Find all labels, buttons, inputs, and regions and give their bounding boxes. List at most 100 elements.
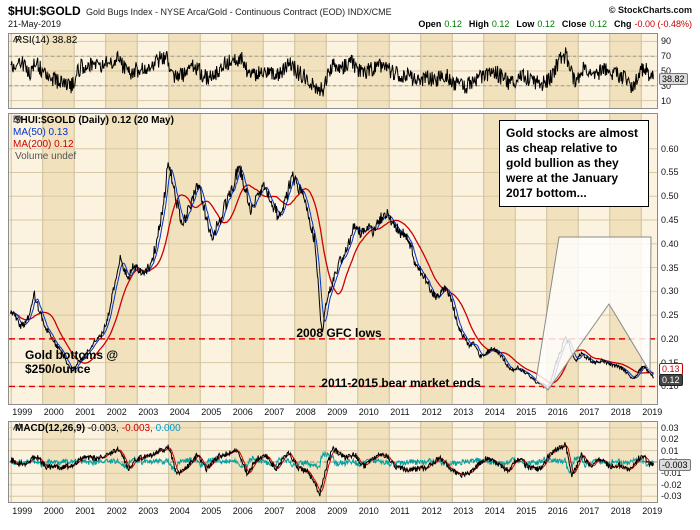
macd-legend-name: MACD(12,26,9) (15, 423, 86, 434)
x-axis-year-label: 2000 (43, 506, 64, 516)
x-axis-year-label: 2000 (43, 407, 64, 417)
x-axis-year-label: 2006 (232, 407, 253, 417)
x-axis-year-label: 2009 (327, 407, 348, 417)
x-axis-year-label: 2001 (75, 506, 96, 516)
quote-value: 0.12 (444, 19, 462, 29)
x-axis-year-label: 2010 (358, 506, 379, 516)
macd-value-line: -0.003, (87, 423, 119, 434)
quote-label: Close (561, 19, 587, 29)
x-axis-year-label: 2015 (516, 506, 537, 516)
x-axis-year-label: 2018 (610, 407, 631, 417)
quote-label: High (468, 19, 489, 29)
y-axis-label: 0.30 (661, 286, 679, 297)
x-axis-year-label: 2002 (106, 407, 127, 417)
x-axis-year-label: 2010 (358, 407, 379, 417)
x-axis-year-label: 2014 (484, 407, 505, 417)
y-axis-label: -0.02 (661, 479, 682, 490)
y-axis-label: 0.60 (661, 143, 679, 154)
x-axis-year-label: 2007 (264, 407, 285, 417)
macd-value-histogram: 0.000 (155, 423, 181, 434)
macd-panel: MACD(12,26,9) -0.003, -0.003, 0.000 (8, 421, 658, 503)
x-axis-years-macd: 1999 2000 2001 2002 2003 2004 2005 2006 2007 2008… (0, 506, 700, 518)
x-axis-year-label: 2012 (421, 407, 442, 417)
x-axis-year-label: 2005 (201, 506, 222, 516)
x-axis-year-label: 1999 (12, 506, 33, 516)
x-axis-year-label: 2004 (169, 506, 190, 516)
legend-volume: Volume undef (15, 151, 77, 162)
x-axis-year-label: 2005 (201, 407, 222, 417)
y-axis-label: -0.01 (661, 468, 682, 479)
quote-label: Open (418, 19, 442, 29)
y-axis-label: 0.25 (661, 310, 679, 321)
macd-value-signal: -0.003, (121, 423, 153, 434)
rsi-legend: RSI(14) 38.82 (13, 35, 77, 47)
quote-row: Open 0.12 High 0.12 Low 0.12 Close 0.12 Chg -0.00… (411, 19, 692, 29)
y-axis-label: 10 (661, 95, 672, 106)
x-axis-year-label: 2013 (453, 506, 474, 516)
y-axis-label: 0.45 (661, 215, 679, 226)
macd-legend: MACD(12,26,9) -0.003, -0.003, 0.000 (13, 423, 181, 435)
stockcharts-copyright: © StockCharts.com (608, 5, 692, 15)
x-axis-year-label: 2006 (232, 506, 253, 516)
x-axis-year-label: 2019 (642, 506, 663, 516)
last-value-tag: 0.12 (659, 373, 683, 386)
quote-value: -0.00 (-0.48%) (634, 19, 692, 29)
y-axis-label: 0.50 (661, 191, 679, 202)
y-axis-label: 0.02 (661, 434, 679, 445)
quote-value: 0.12 (589, 19, 607, 29)
y-axis-label: 0.15 (661, 358, 679, 368)
last-value-tag: -0.003 (659, 459, 691, 472)
chart-date: 21-May-2019 (8, 19, 62, 29)
quote-value: 0.12 (537, 19, 555, 29)
quote-value: 0.12 (491, 19, 510, 29)
x-axis-year-label: 2016 (547, 407, 568, 417)
x-axis-year-label: 2008 (295, 407, 316, 417)
quote-label: Low (516, 19, 535, 29)
x-axis-year-label: 2003 (138, 506, 159, 516)
rsi-panel: RSI(14) 38.82 (8, 33, 658, 109)
x-axis-years-main: 1999 2000 2001 2002 2003 2004 2005 2006 2007 2008… (0, 407, 700, 419)
annotation-bear-market-ends: 2011-2015 bear market ends (321, 376, 481, 390)
rsi-plot (9, 34, 657, 108)
symbol-description: Gold Bugs Index - NYSE Arca/Gold - Conti… (86, 7, 392, 17)
x-axis-year-label: 2008 (295, 506, 316, 516)
x-axis-year-label: 2012 (421, 506, 442, 516)
x-axis-year-label: 2018 (610, 506, 631, 516)
x-axis-year-label: 2017 (579, 506, 600, 516)
x-axis-year-label: 2004 (169, 407, 190, 417)
symbol-title: $HUI:$GOLD (8, 4, 81, 18)
last-value-tag: 38.82 (659, 73, 688, 86)
y-axis-label: 0.10 (661, 381, 679, 392)
x-axis-year-label: 1999 (12, 407, 33, 417)
x-axis-year-label: 2009 (327, 506, 348, 516)
price-legend: $HUI:$GOLD (Daily) 0.12 (20 May) MA(50) … (13, 115, 174, 163)
y-axis-label: 0.35 (661, 262, 679, 273)
x-axis-year-label: 2007 (264, 506, 285, 516)
legend-ma200: MA(200) 0.12 (13, 139, 74, 150)
y-axis-label: 0.01 (661, 445, 679, 456)
price-legend-symbol: $HUI:$GOLD (Daily) 0.12 (20 May) (15, 115, 174, 126)
y-axis-label: 30 (661, 80, 672, 91)
macd-plot (9, 422, 657, 502)
y-axis-label: 0.40 (661, 238, 679, 249)
rsi-legend-text: RSI(14) 38.82 (15, 35, 78, 46)
legend-ma50: MA(50) 0.13 (13, 127, 69, 138)
y-axis-label: 70 (661, 51, 672, 62)
x-axis-year-label: 2014 (484, 506, 505, 516)
x-axis-year-label: 2016 (547, 506, 568, 516)
y-axis-label: 90 (661, 36, 672, 47)
x-axis-year-label: 2001 (75, 407, 96, 417)
x-axis-year-label: 2011 (390, 506, 410, 516)
y-axis-label: -0.03 (661, 491, 682, 502)
annotation-gold-bottoms: Gold bottoms @ $250/ounce (25, 348, 119, 376)
y-axis-label: 0.20 (661, 333, 679, 344)
x-axis-year-label: 2015 (516, 407, 537, 417)
y-axis-label: 50 (661, 66, 672, 76)
x-axis-year-label: 2002 (106, 506, 127, 516)
callout-gold-stocks-cheap: Gold stocks are almost as cheap relative… (499, 120, 649, 207)
price-panel: $HUI:$GOLD (Daily) 0.12 (20 May) MA(50) … (8, 113, 658, 405)
x-axis-year-label: 2017 (579, 407, 600, 417)
x-axis-year-label: 2013 (453, 407, 474, 417)
y-axis-layer: 90 70 50 30 10 0.60 0.55 0.50 0.45 0.40 0.35 0.30 0.… (659, 0, 700, 530)
